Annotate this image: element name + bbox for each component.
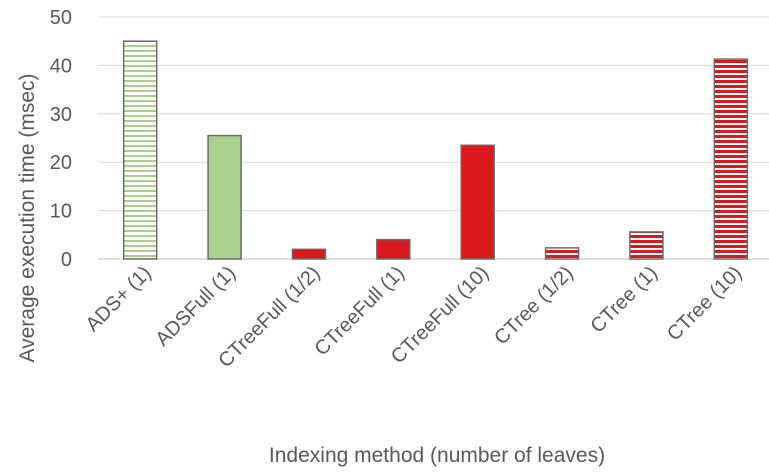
- y-tick-label: 20: [50, 152, 72, 174]
- bar-ctreefull-1-2: [291, 248, 327, 260]
- y-tick-label: 10: [50, 201, 72, 223]
- bar-ctree-10: [713, 58, 749, 260]
- bar-ctree-1: [629, 231, 664, 260]
- y-tick-label: 30: [50, 104, 72, 126]
- y-axis-title: Average execution time (msec): [16, 73, 39, 362]
- y-tick-label: 50: [50, 7, 72, 29]
- x-tick-label: ADS+ (1): [82, 262, 156, 336]
- gridlines: [98, 16, 769, 260]
- y-tick-label: 40: [50, 55, 72, 77]
- y-tick-labels: 0 10 20 30 40 50: [50, 7, 72, 271]
- x-tick-label: CTree (1/2): [490, 262, 577, 349]
- x-tick-label: ADSFull (1): [151, 262, 240, 351]
- bar-ctree-1-2: [544, 247, 580, 260]
- bar-ctreefull-1: [376, 238, 411, 260]
- bar-adsfull-1: [207, 134, 242, 260]
- bars: [122, 40, 749, 260]
- x-tick-labels: ADS+ (1)ADSFull (1)CTreeFull (1/2)CTreeF…: [82, 262, 747, 372]
- x-axis-title: Indexing method (number of leaves): [269, 444, 605, 467]
- bar-ads-1: [122, 40, 158, 260]
- x-tick-label: CTree (1): [586, 262, 662, 338]
- y-tick-label: 0: [61, 249, 72, 271]
- bar-ctreefull-10: [460, 144, 495, 260]
- x-tick-label: CTree (10): [663, 262, 746, 345]
